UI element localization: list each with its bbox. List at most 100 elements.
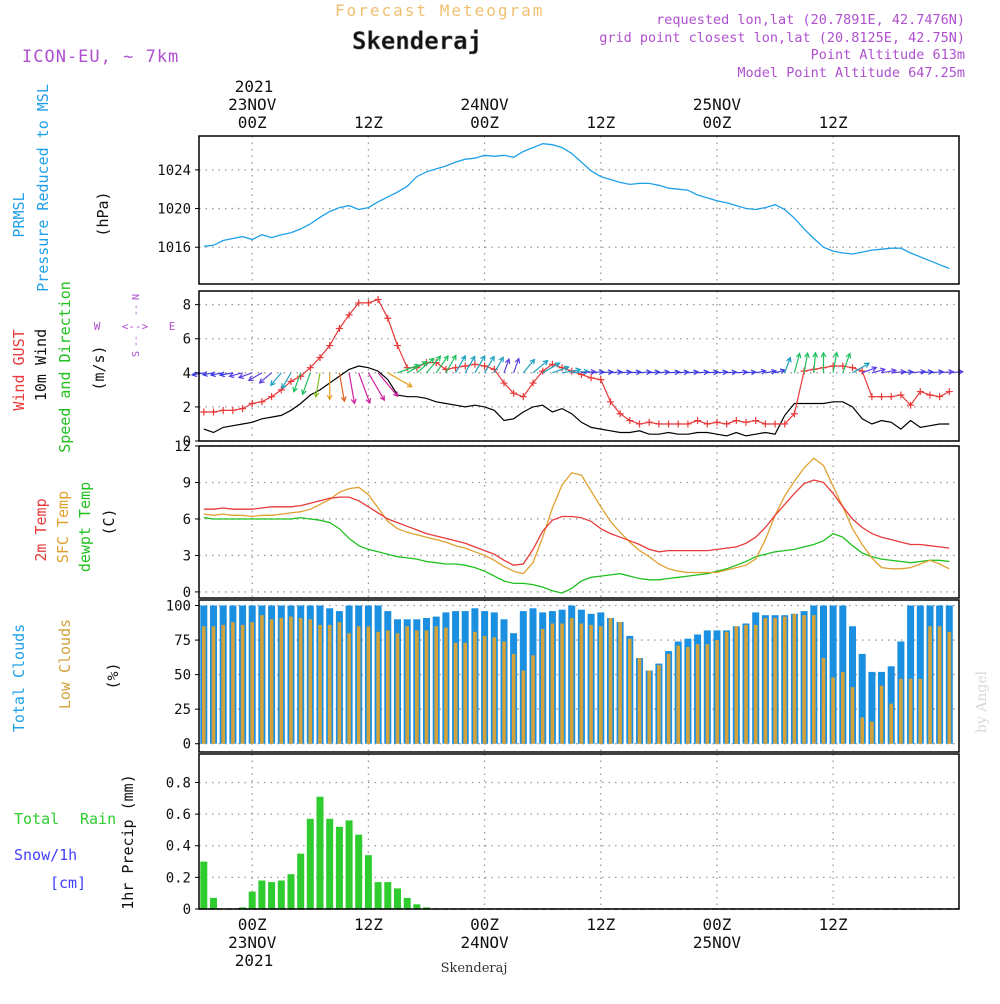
- sfc-temp-line: [203, 457, 950, 575]
- low-cloud-bar: [202, 626, 206, 744]
- low-cloud-bar: [821, 658, 826, 744]
- wind-arrow: [247, 372, 263, 382]
- gust-marker: [694, 417, 702, 425]
- wind-arrow: [591, 369, 605, 375]
- low-cloud-bar: [937, 626, 942, 744]
- gust-marker: [432, 359, 440, 367]
- low-cloud-bar: [540, 629, 545, 744]
- bottom-time-axis: 00Z 12Z 00Z 12Z 00Z 12Z 23NOV 24NOV 25NOV 2021 …: [228, 915, 848, 976]
- gust-marker: [461, 362, 469, 370]
- rain-bar: [268, 882, 276, 909]
- wind-arrow: [292, 372, 302, 393]
- y-tick-label: 6: [183, 512, 191, 528]
- gust-marker: [771, 420, 779, 428]
- y-tick-label: 0.8: [166, 775, 191, 791]
- low-cloud-bar: [289, 616, 293, 744]
- gust-marker: [849, 364, 857, 372]
- low-cloud-bar: [424, 630, 429, 744]
- low-cloud-bar: [221, 624, 225, 744]
- clouds-panel: Total Clouds Low Clouds (%) 0 25 50 75 100 b…: [10, 599, 990, 753]
- bottom-hour-label: 00Z: [470, 915, 499, 934]
- y-tick-label: 8: [183, 298, 191, 314]
- low-cloud-bar: [482, 635, 487, 744]
- wind-arrow: [668, 369, 681, 376]
- wind-arrow: [697, 369, 710, 376]
- gust-marker: [636, 420, 644, 428]
- wind-arrow: [649, 369, 661, 376]
- low-cloud-bar: [705, 644, 710, 744]
- bottom-day-label: 23NOV: [228, 933, 277, 952]
- total-cloud-bar: [849, 626, 856, 744]
- gust-marker: [287, 377, 295, 385]
- low-cloud-bar: [860, 717, 864, 744]
- low-cloud-bar: [260, 615, 264, 744]
- wind-grid: 0 2 4 6 8: [183, 291, 959, 450]
- rain-bar: [423, 907, 430, 909]
- compass-north: N: [131, 294, 142, 300]
- temp-label-unit: (C): [100, 508, 118, 535]
- wind-arrow: [716, 369, 729, 376]
- rain-bar: [403, 897, 411, 909]
- wind-arrow: [736, 369, 749, 376]
- gust-marker: [655, 420, 663, 428]
- clouds-label-total: Total Clouds: [10, 624, 28, 732]
- pressure-line: [203, 143, 950, 270]
- model-altitude: Model Point Altitude 647.25m: [737, 65, 965, 81]
- gust-marker: [916, 388, 924, 396]
- wind-arrow: [218, 371, 234, 378]
- pressure-label-unit: (hPa): [94, 191, 112, 236]
- rain-bar: [384, 882, 392, 909]
- low-cloud-bar: [637, 658, 642, 744]
- gust-marker: [335, 325, 343, 332]
- low-cloud-bar: [521, 670, 526, 744]
- temperature-side-labels: 2m Temp SFC Temp dewpt Temp (C): [32, 482, 118, 572]
- temperature-frame: [198, 445, 960, 599]
- low-cloud-bar: [879, 685, 884, 744]
- top-time-axis: 2021 23NOV 24NOV 25NOV 00Z 12Z 00Z 12Z 00Z 12Z: [228, 77, 848, 132]
- bottom-hour-label: 00Z: [703, 915, 732, 934]
- low-cloud-bar: [908, 678, 913, 744]
- bottom-hour-label: 12Z: [354, 915, 383, 934]
- gust-marker: [219, 406, 227, 414]
- gust-marker: [258, 398, 266, 406]
- pressure-side-labels: PRMSL Pressure Reduced to MSL (hPa): [10, 84, 112, 292]
- y-tick-label: 0.6: [166, 807, 191, 823]
- rain-bar: [258, 880, 266, 909]
- wind-arrow: [793, 352, 802, 373]
- top-day-labels: 23NOV 24NOV 25NOV: [228, 95, 741, 114]
- total-cloud-bar: [829, 605, 837, 744]
- precip-label-unit: 1hr Precip (mm): [119, 774, 137, 909]
- wind-arrow: [513, 357, 521, 374]
- wind-arrow: [920, 369, 934, 375]
- low-cloud-bar: [231, 622, 235, 744]
- y-tick-label: 3: [183, 548, 191, 564]
- gust-marker: [606, 398, 614, 406]
- pressure-label-prmsl: PRMSL: [10, 192, 28, 237]
- temperature-grid: 0 3 6 9 12: [174, 439, 959, 601]
- wind-arrow: [678, 369, 690, 376]
- wind-arrow: [871, 367, 887, 374]
- requested-coords: requested lon,lat (20.7891E, 42.7476N): [656, 12, 965, 28]
- wind-arrow: [406, 361, 428, 374]
- bottom-day-labels: 23NOV 24NOV 25NOV: [228, 933, 741, 952]
- rain-bar: [335, 826, 343, 909]
- gust-marker: [945, 388, 953, 396]
- wind-arrow: [377, 372, 399, 398]
- gust-marker: [587, 374, 595, 382]
- wind-arrow: [445, 354, 457, 374]
- clouds-label-low: Low Clouds: [56, 619, 74, 709]
- bottom-day-label: 25NOV: [693, 933, 742, 952]
- clouds-label-unit: (%): [104, 662, 122, 689]
- wind-label-unit: (m/s): [90, 345, 108, 390]
- gust-marker: [500, 379, 508, 387]
- low-cloud-bar: [473, 631, 477, 744]
- wind-arrow: [455, 354, 466, 374]
- gust-marker: [723, 420, 731, 428]
- top-hour-label: 12Z: [819, 113, 848, 132]
- top-hour-label: 12Z: [354, 113, 383, 132]
- wind-arrow: [367, 372, 385, 402]
- bottom-year: 2021: [235, 951, 274, 970]
- y-tick-label: 0.4: [166, 839, 191, 855]
- wind-arrow: [348, 372, 357, 405]
